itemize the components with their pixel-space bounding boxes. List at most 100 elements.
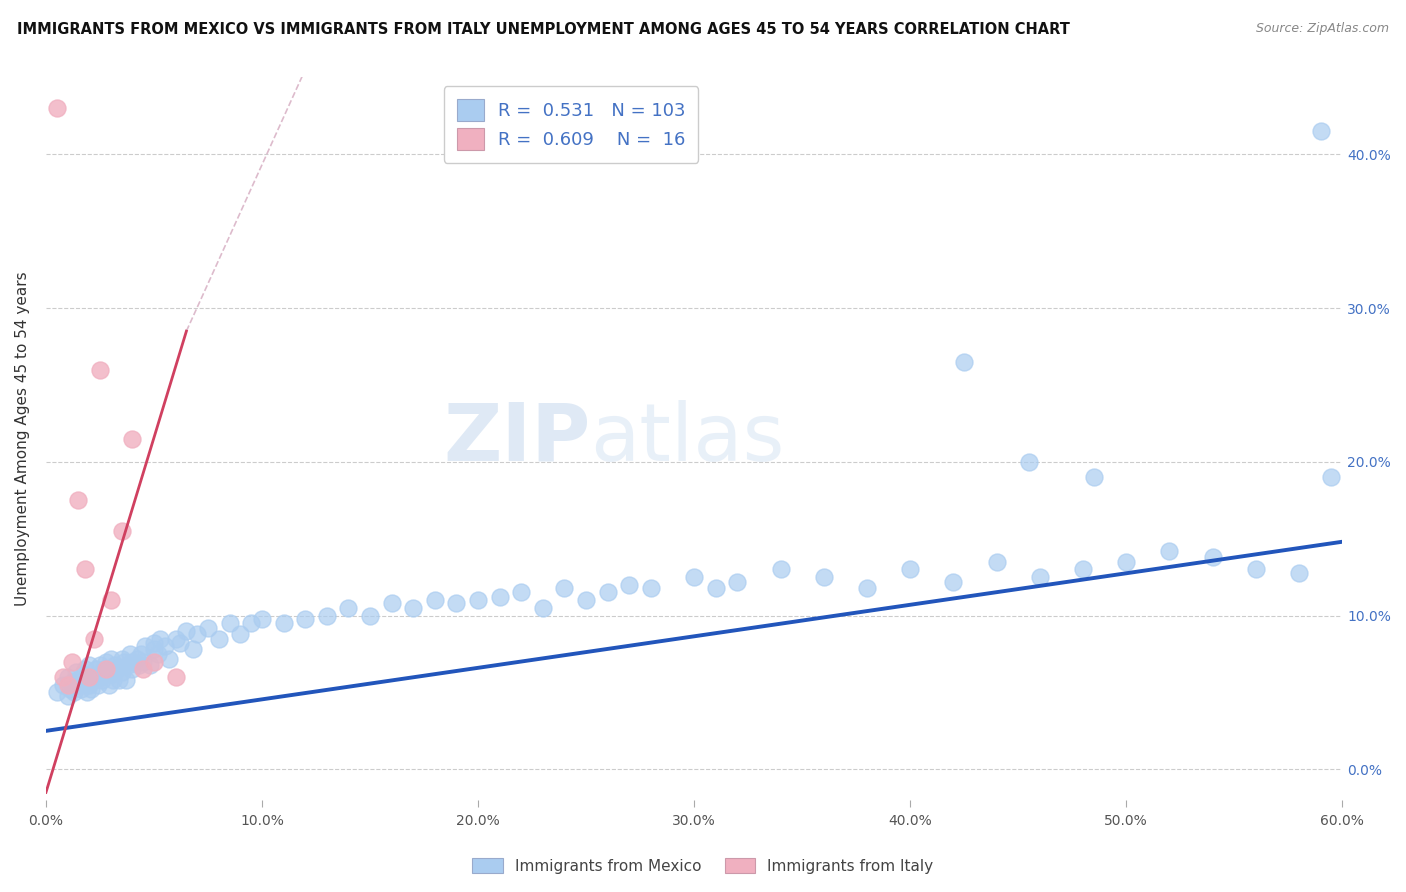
Point — [125, 651, 148, 665]
Point — [683, 570, 706, 584]
Point — [725, 574, 748, 589]
Point — [986, 555, 1008, 569]
Point — [59, 682, 82, 697]
Point — [1320, 470, 1343, 484]
Point — [240, 616, 263, 631]
Point — [101, 673, 124, 687]
Point — [56, 689, 79, 703]
Point — [134, 640, 156, 654]
Point — [97, 678, 120, 692]
Point — [56, 670, 79, 684]
Point — [77, 670, 100, 684]
Point — [89, 670, 111, 684]
Point — [67, 678, 90, 692]
Point — [942, 574, 965, 589]
Point — [83, 632, 105, 646]
Point — [76, 685, 98, 699]
Point — [104, 657, 127, 672]
Point — [143, 655, 166, 669]
Text: IMMIGRANTS FROM MEXICO VS IMMIGRANTS FROM ITALY UNEMPLOYMENT AMONG AGES 45 TO 54: IMMIGRANTS FROM MEXICO VS IMMIGRANTS FRO… — [17, 22, 1070, 37]
Point — [294, 612, 316, 626]
Point — [704, 581, 727, 595]
Point — [73, 562, 96, 576]
Point — [72, 667, 94, 681]
Point — [229, 627, 252, 641]
Point — [1029, 570, 1052, 584]
Point — [165, 670, 187, 684]
Point — [1071, 562, 1094, 576]
Point — [596, 585, 619, 599]
Point — [129, 647, 152, 661]
Point — [149, 632, 172, 646]
Point — [898, 562, 921, 576]
Point — [52, 670, 75, 684]
Point — [381, 596, 404, 610]
Point — [77, 657, 100, 672]
Point — [273, 616, 295, 631]
Point — [169, 636, 191, 650]
Point — [89, 657, 111, 672]
Point — [45, 101, 67, 115]
Point — [80, 682, 103, 697]
Point — [91, 673, 114, 687]
Text: Source: ZipAtlas.com: Source: ZipAtlas.com — [1256, 22, 1389, 36]
Point — [1083, 470, 1105, 484]
Point — [110, 665, 132, 680]
Point — [110, 524, 132, 538]
Point — [93, 662, 115, 676]
Point — [197, 621, 219, 635]
Point — [65, 665, 87, 680]
Point — [120, 647, 142, 661]
Point — [128, 657, 150, 672]
Point — [143, 636, 166, 650]
Point — [148, 647, 170, 661]
Point — [77, 678, 100, 692]
Point — [359, 608, 381, 623]
Point — [73, 662, 96, 676]
Point — [100, 651, 122, 665]
Point — [56, 678, 79, 692]
Point — [1244, 562, 1267, 576]
Point — [100, 667, 122, 681]
Point — [181, 642, 204, 657]
Point — [575, 593, 598, 607]
Point — [67, 493, 90, 508]
Point — [531, 600, 554, 615]
Point — [132, 655, 155, 669]
Point — [1159, 544, 1181, 558]
Point — [60, 674, 83, 689]
Point — [83, 673, 105, 687]
Point — [315, 608, 337, 623]
Point — [100, 593, 122, 607]
Point — [121, 432, 143, 446]
Point — [186, 627, 208, 641]
Y-axis label: Unemployment Among Ages 45 to 54 years: Unemployment Among Ages 45 to 54 years — [15, 271, 30, 606]
Point — [105, 662, 128, 676]
Point — [153, 640, 176, 654]
Point — [121, 655, 143, 669]
Point — [96, 662, 118, 676]
Point — [157, 651, 180, 665]
Point — [138, 657, 160, 672]
Point — [176, 624, 198, 638]
Point — [132, 662, 155, 676]
Point — [856, 581, 879, 595]
Point — [640, 581, 662, 595]
Point — [953, 355, 976, 369]
Point — [1115, 555, 1137, 569]
Point — [69, 682, 91, 697]
Point — [110, 651, 132, 665]
Point — [45, 685, 67, 699]
Point — [402, 600, 425, 615]
Point — [1201, 550, 1223, 565]
Point — [208, 632, 231, 646]
Point — [467, 593, 489, 607]
Point — [250, 612, 273, 626]
Legend: Immigrants from Mexico, Immigrants from Italy: Immigrants from Mexico, Immigrants from … — [467, 852, 939, 880]
Point — [84, 662, 107, 676]
Point — [63, 685, 86, 699]
Point — [52, 678, 75, 692]
Point — [446, 596, 468, 610]
Point — [143, 642, 166, 657]
Text: atlas: atlas — [591, 400, 785, 478]
